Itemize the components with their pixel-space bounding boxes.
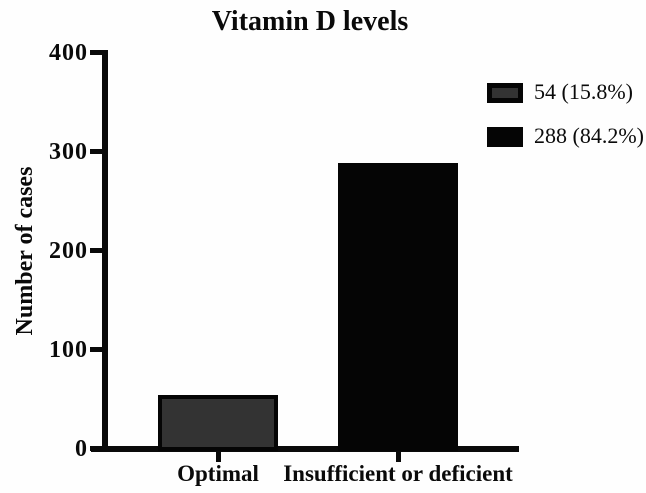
y-tick-mark	[90, 149, 107, 154]
x-category-label: Insufficient or deficient	[283, 461, 513, 486]
y-tick-mark	[90, 50, 107, 55]
bar-insufficient-or-deficient	[338, 163, 458, 451]
x-axis	[91, 446, 519, 452]
y-tick-mark	[90, 347, 107, 352]
y-tick-label: 0	[75, 435, 88, 462]
y-tick-label: 100	[49, 336, 88, 363]
y-tick-label: 200	[49, 237, 88, 264]
legend-swatch	[487, 83, 523, 103]
chart-title: Vitamin D levels	[211, 6, 409, 37]
legend-entry-label: 54 (15.8%)	[534, 79, 633, 104]
y-tick-mark	[90, 446, 107, 451]
legend-entry-label: 288 (84.2%)	[534, 123, 644, 148]
bar-optimal	[158, 395, 278, 451]
x-category-label: Optimal	[177, 461, 259, 486]
y-tick-mark	[90, 248, 107, 253]
x-tick-mark	[395, 451, 401, 462]
legend-swatch	[487, 127, 523, 147]
x-tick-mark	[215, 451, 221, 462]
y-tick-label: 400	[49, 39, 88, 66]
y-tick-label: 300	[49, 138, 88, 165]
